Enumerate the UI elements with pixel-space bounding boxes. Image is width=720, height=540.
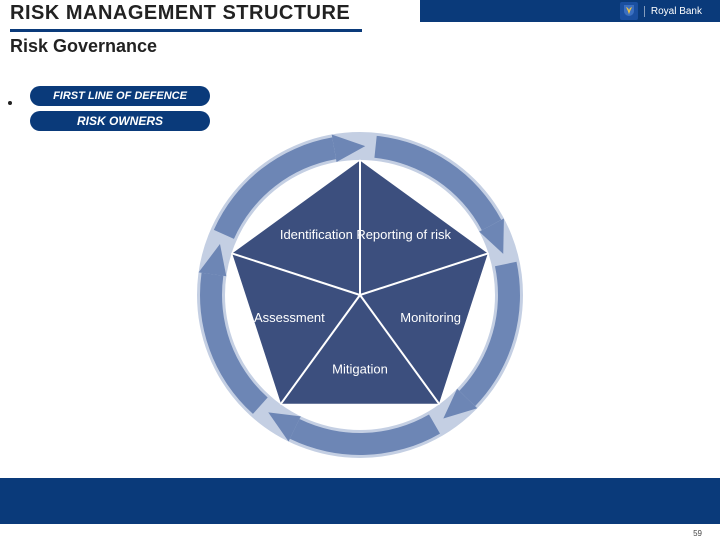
pentagon-segment-label: Mitigation [332, 361, 388, 376]
bullet-icon [8, 101, 12, 105]
shield-icon [620, 2, 638, 20]
brand-text: Royal Bank [644, 6, 702, 17]
badge-label: RISK OWNERS [77, 114, 163, 128]
badge-first-line: FIRST LINE OF DEFENCE [30, 86, 210, 106]
pentagon-segment-label: Identification [280, 227, 353, 242]
pentagon-segment-label: Assessment [254, 310, 325, 325]
brand-logo: Royal Bank [620, 2, 702, 20]
pentagon-diagram: IdentificationReporting of risk Monitorin… [190, 125, 530, 465]
footer-strip [0, 524, 720, 540]
slide: Royal Bank RISK MANAGEMENT STRUCTURE Ris… [0, 0, 720, 540]
pentagon-segment-label: Monitoring [400, 310, 461, 325]
footer-bar [0, 478, 720, 524]
page-number: 59 [693, 529, 702, 538]
badge-label: FIRST LINE OF DEFENCE [53, 90, 187, 102]
page-title: RISK MANAGEMENT STRUCTURE [10, 2, 362, 32]
pentagon-segment-label: Reporting of risk [356, 227, 451, 242]
badge-risk-owners: RISK OWNERS [30, 111, 210, 131]
pentagon-svg: IdentificationReporting of risk Monitorin… [190, 125, 530, 465]
page-subtitle: Risk Governance [10, 36, 157, 57]
